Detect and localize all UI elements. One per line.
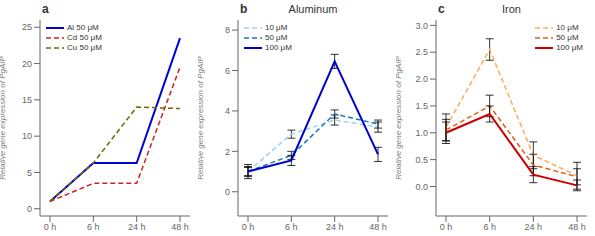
svg-text:20: 20 [22,59,32,69]
html-text:10 μM: 10 μM [556,23,579,32]
html-text:b: b [240,2,248,16]
svg-text:0 h: 0 h [440,222,453,232]
html-text:Al 50 μM: Al 50 μM [67,23,99,32]
svg-text:0: 0 [225,187,230,197]
svg-text:24 h: 24 h [128,222,146,232]
svg-text:4: 4 [225,106,230,116]
svg-text:2: 2 [225,147,230,157]
svg-text:0: 0 [27,204,32,214]
svg-text:0.0: 0.0 [415,182,428,192]
html-text:50 μM: 50 μM [265,33,288,42]
svg-text:Relative gene expression of Pg: Relative gene expression of PgAIP [198,56,205,180]
svg-text:48 h: 48 h [568,222,586,232]
svg-text:6 h: 6 h [285,222,298,232]
html-text:a: a [42,2,49,16]
html-text:100 μM: 100 μM [556,43,583,52]
svg-text:6 h: 6 h [483,222,496,232]
svg-text:1.5: 1.5 [415,101,428,111]
svg-text:6: 6 [225,66,230,76]
svg-text:24 h: 24 h [326,222,344,232]
svg-text:2.5: 2.5 [415,47,428,57]
html-text:100 μM: 100 μM [265,43,292,52]
svg-text:5: 5 [27,168,32,178]
html-text:Cu 50 μM: Cu 50 μM [67,43,102,52]
svg-text:48 h: 48 h [171,222,189,232]
html-text:Cd 50 μM: Cd 50 μM [67,33,102,42]
html-text:Aluminum: Aluminum [288,3,338,15]
svg-text:0 h: 0 h [44,222,57,232]
svg-text:24 h: 24 h [525,222,543,232]
svg-text:8: 8 [225,25,230,35]
svg-text:Relative gene expression of Pg: Relative gene expression of PgAIP [396,56,403,180]
svg-text:25: 25 [22,22,32,32]
html-text:Iron: Iron [502,3,521,15]
svg-text:6 h: 6 h [87,222,100,232]
svg-text:0 h: 0 h [242,222,255,232]
svg-text:15: 15 [22,95,32,105]
svg-text:10: 10 [22,131,32,141]
svg-text:0.5: 0.5 [415,155,428,165]
svg-text:48 h: 48 h [369,222,387,232]
svg-text:3.0: 3.0 [415,21,428,31]
html-text:50 μM: 50 μM [556,33,579,42]
svg-text:1.0: 1.0 [415,128,428,138]
svg-text:2.0: 2.0 [415,74,428,84]
html-text:c: c [438,2,445,16]
html-text:10 μM: 10 μM [265,23,288,32]
